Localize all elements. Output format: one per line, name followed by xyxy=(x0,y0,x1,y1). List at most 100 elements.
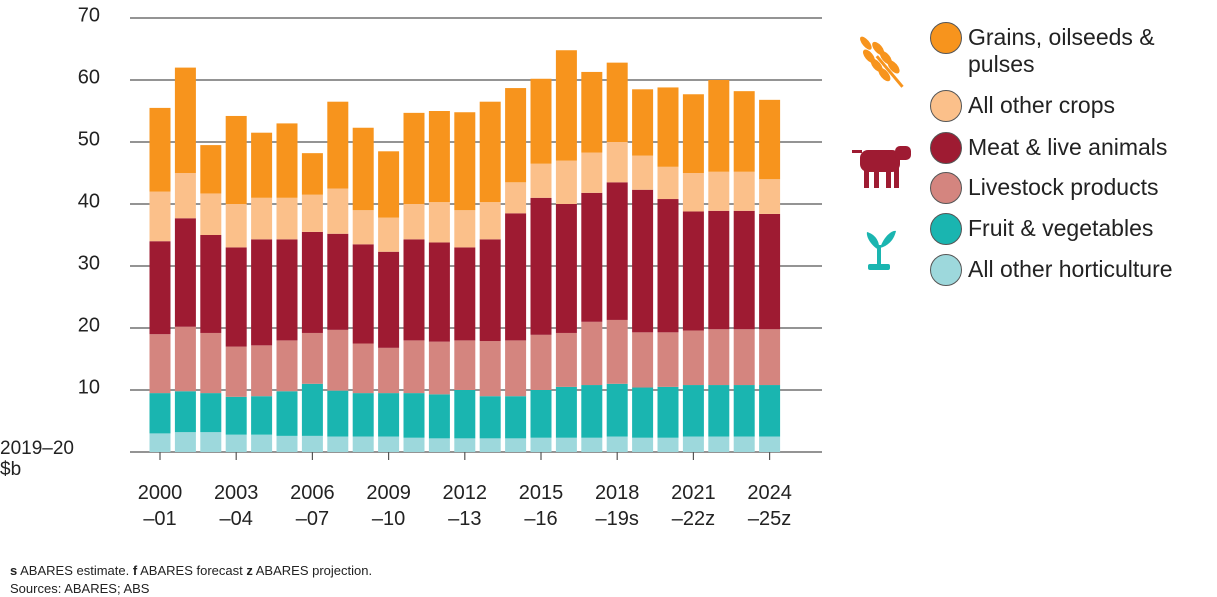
bar-segment xyxy=(149,191,171,242)
bar-segment xyxy=(632,437,654,452)
bar-segment xyxy=(149,241,171,335)
bar-segment xyxy=(301,332,323,384)
bar-segment xyxy=(479,239,501,342)
y-tick-label: 70 xyxy=(78,4,100,26)
bar-segment xyxy=(733,385,755,437)
bar-segment xyxy=(454,112,476,211)
legend-swatch xyxy=(930,172,962,204)
bar-segment xyxy=(759,179,781,214)
footnote: s ABARES estimate. f ABARES forecast z A… xyxy=(10,562,372,597)
bar-segment xyxy=(708,385,730,437)
x-tick-label-line: –10 xyxy=(372,508,405,530)
bar-segment xyxy=(632,89,654,156)
y-tick-label: 10 xyxy=(78,376,100,398)
legend-label: Fruit & vegetables xyxy=(968,215,1154,241)
bar-segment xyxy=(555,386,577,438)
bar-segment xyxy=(708,436,730,452)
x-tick-label-line: –19s xyxy=(596,508,639,530)
y-tick-label: 40 xyxy=(78,190,100,212)
legend-item: Meat & live animals xyxy=(930,132,1210,164)
bar-segment xyxy=(682,211,704,331)
bar-segment xyxy=(454,210,476,248)
footnote-text: ABARES projection. xyxy=(255,563,373,578)
x-tick-label-line: 2009 xyxy=(366,482,411,504)
legend-swatch xyxy=(930,132,962,164)
bar-segment xyxy=(352,127,374,211)
bar-segment xyxy=(327,436,349,452)
wheat-icon xyxy=(860,36,904,88)
bar-segment xyxy=(352,393,374,437)
bar-segment xyxy=(682,173,704,212)
bar-segment xyxy=(327,188,349,234)
bar-segment xyxy=(378,347,400,394)
bar-segment xyxy=(428,111,450,203)
bar-segment xyxy=(454,390,476,439)
bar-segment xyxy=(479,101,501,203)
bar-segment xyxy=(378,151,400,218)
x-tick-label-line: 2021 xyxy=(671,482,716,504)
bar-segment xyxy=(251,345,273,397)
x-tick-label-line: 2012 xyxy=(443,482,488,504)
bar-segment xyxy=(174,173,196,219)
bar-segment xyxy=(454,340,476,390)
bar-segment xyxy=(657,199,679,333)
bar-segment xyxy=(682,436,704,452)
bar-segment xyxy=(733,91,755,172)
legend-swatch xyxy=(930,254,962,286)
bar-segment xyxy=(530,78,552,164)
bar-segment xyxy=(581,152,603,193)
bar-segment xyxy=(276,197,298,240)
bar-segment xyxy=(352,210,374,245)
x-tick-label-line: –01 xyxy=(143,508,176,530)
bar-segment xyxy=(581,71,603,153)
bar-segment xyxy=(581,437,603,452)
bar-segment xyxy=(403,239,425,341)
bar-segment xyxy=(555,437,577,452)
y-tick-label: 30 xyxy=(78,252,100,274)
bar-segment xyxy=(149,107,171,192)
bar-segment xyxy=(149,433,171,452)
bar-segment xyxy=(428,341,450,395)
legend-item: All other crops xyxy=(930,90,1210,122)
bar-segment xyxy=(454,247,476,341)
x-tick-label: 2018 –19s xyxy=(595,482,640,530)
bar-segment xyxy=(251,239,273,346)
bar-segment xyxy=(200,193,222,235)
bar-segment xyxy=(301,383,323,436)
y-axis-label: 2019–20 $b xyxy=(0,438,74,480)
bar-segment xyxy=(225,396,247,435)
bar-segment xyxy=(378,217,400,252)
bar-segment xyxy=(200,145,222,194)
bar-segment xyxy=(276,435,298,452)
bar-segment xyxy=(149,393,171,434)
footnote-key: z xyxy=(246,563,253,578)
x-tick-label: 2003 –04 xyxy=(214,482,259,530)
bar-segment xyxy=(327,101,349,189)
bar-segment xyxy=(251,132,273,198)
x-tick-label-line: –16 xyxy=(524,508,557,530)
bar-segment xyxy=(708,171,730,211)
x-tick-label: 2015 –16 xyxy=(519,482,564,530)
bar-segment xyxy=(555,332,577,387)
footnote-notes: s ABARES estimate. f ABARES forecast z A… xyxy=(10,562,372,580)
legend-label: Grains, oilseeds & pulses xyxy=(968,24,1155,77)
x-tick-label: 2009 –10 xyxy=(366,482,411,530)
bar-segment xyxy=(276,123,298,198)
bar-segment xyxy=(403,393,425,438)
bar-segment xyxy=(174,391,196,433)
legend-item: Grains, oilseeds & pulses xyxy=(930,22,1210,78)
bar-segment xyxy=(301,194,323,232)
legend-label: Meat & live animals xyxy=(968,134,1168,160)
x-tick-label-line: –22z xyxy=(672,508,715,530)
legend-swatch xyxy=(930,90,962,122)
x-tick-label: 2012 –13 xyxy=(443,482,488,530)
bar-segment xyxy=(479,396,501,439)
bar-segment xyxy=(530,390,552,438)
bar-segment xyxy=(200,332,222,394)
bar-segment xyxy=(759,329,781,386)
bar-segment xyxy=(428,202,450,243)
bar-segment xyxy=(225,204,247,248)
bar-segment xyxy=(505,182,527,214)
bar-segment xyxy=(682,330,704,386)
